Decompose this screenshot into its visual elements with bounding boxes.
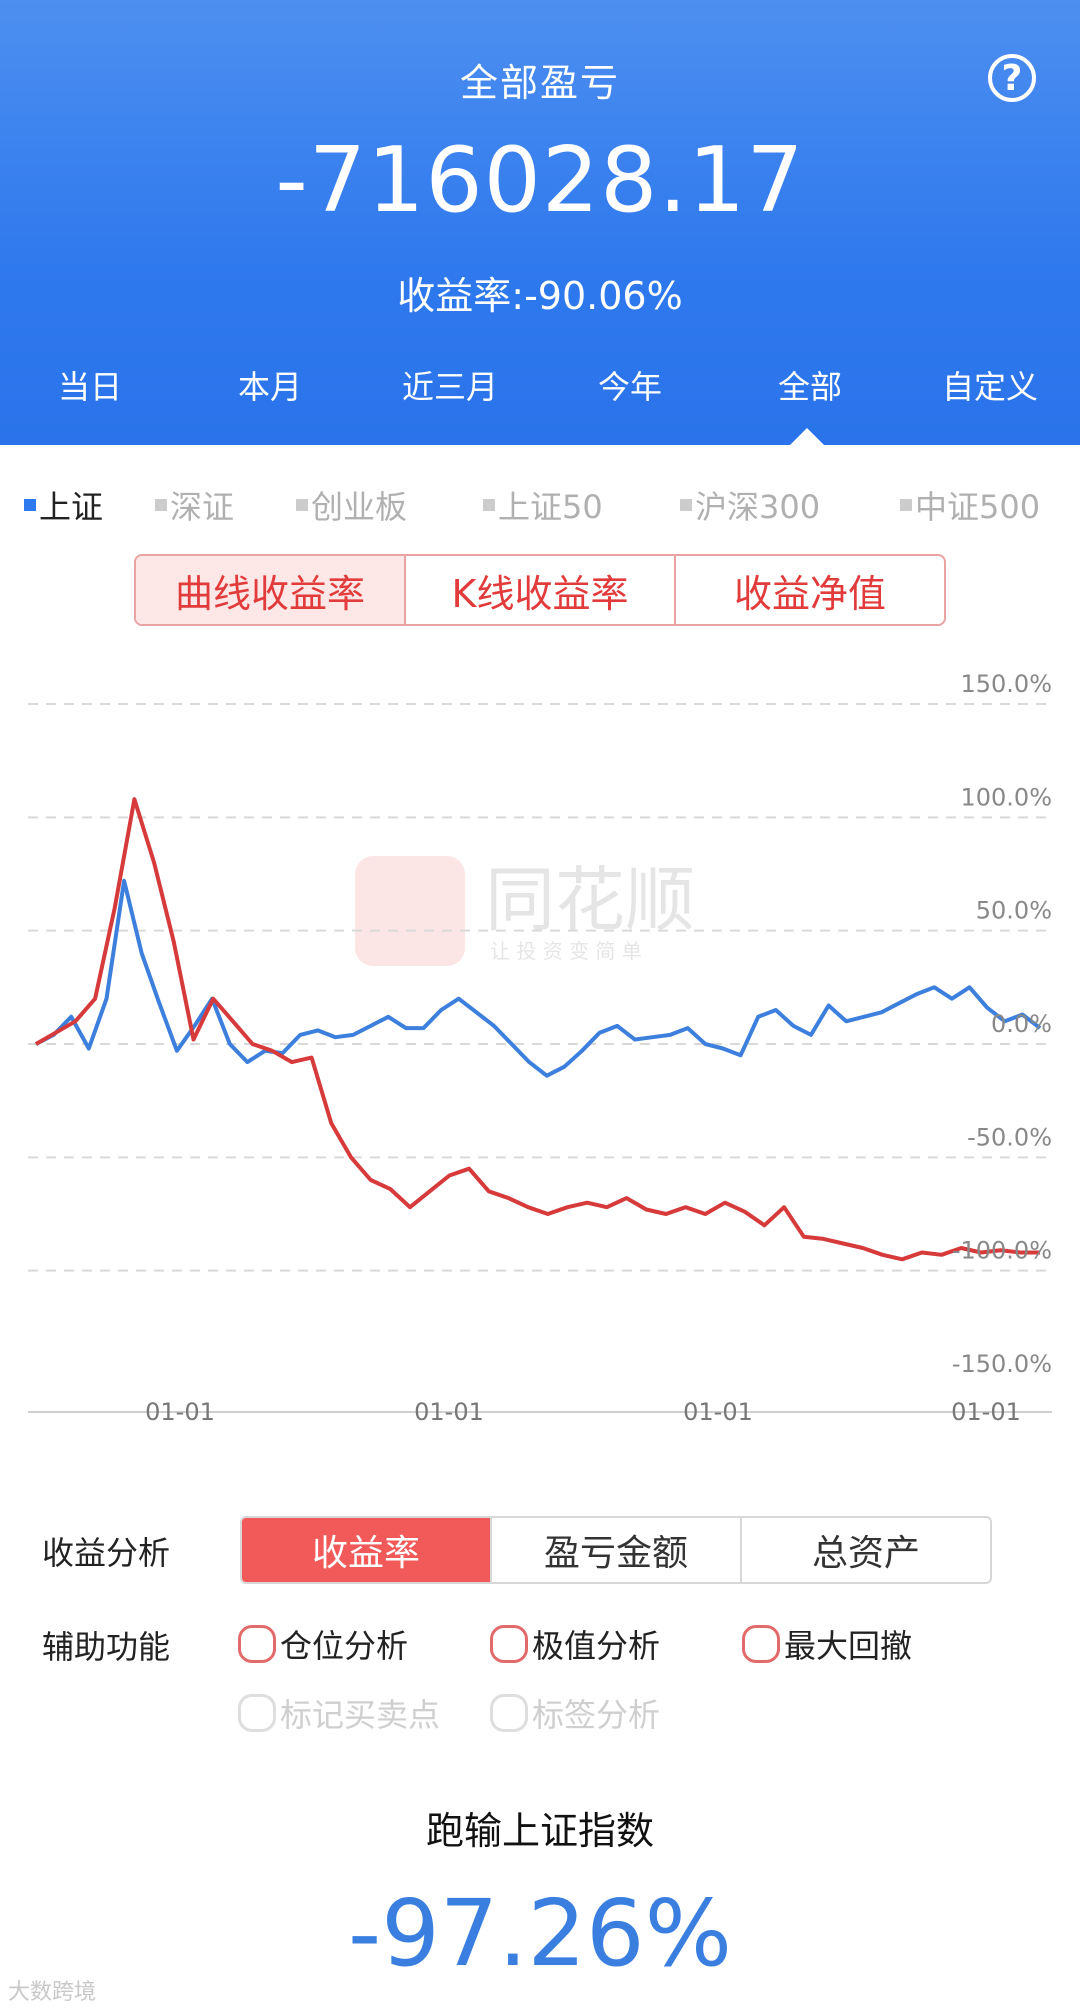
legend-square-icon [680, 499, 692, 511]
tab-profit-amount[interactable]: 盈亏金额 [490, 1518, 740, 1582]
benchmark-index-selector: 上证 深证 创业板 上证50 沪深300 中证500 [0, 482, 1080, 532]
x-tick-label: 01-01 [683, 1398, 753, 1426]
tab-today[interactable]: 当日 [57, 368, 122, 406]
y-tick-label: 150.0% [960, 670, 1052, 698]
help-icon[interactable]: ? [988, 54, 1036, 102]
legend-square-icon [483, 499, 495, 511]
tab-all[interactable]: 全部 [777, 368, 842, 406]
y-tick-label: 100.0% [960, 783, 1052, 811]
mark-trade-points-checkbox: 标记买卖点 [238, 1690, 440, 1736]
checkbox-icon [490, 1625, 528, 1663]
index-shenzhen[interactable]: 深证 [155, 482, 234, 528]
total-profit-amount: -716028.17 [275, 128, 805, 233]
extreme-value-checkbox[interactable]: 极值分析 [490, 1621, 660, 1667]
legend-square-icon [24, 499, 36, 511]
chart-type-tabs: 曲线收益率 K线收益率 收益净值 [134, 554, 946, 626]
profit-rate: 收益率:-90.06% [397, 274, 683, 318]
return-curve-chart[interactable]: 150.0% 100.0% 50.0% 0.0% -50.0% -100.0% -150.0… [0, 640, 1080, 1440]
tab-kline-return[interactable]: K线收益率 [404, 556, 674, 624]
analysis-tabs: 收益率 盈亏金额 总资产 [240, 1516, 992, 1584]
portfolio-series-line [35, 797, 1040, 1262]
y-tick-label: 0.0% [991, 1010, 1052, 1038]
checkbox-icon [490, 1694, 528, 1732]
y-tick-label: 50.0% [976, 897, 1052, 925]
tab-this-year[interactable]: 今年 [597, 368, 662, 406]
max-drawdown-checkbox[interactable]: 最大回撤 [742, 1621, 912, 1667]
watermark-subtext: 让 投 资 变 简 单 [490, 939, 642, 963]
checkbox-icon [238, 1694, 276, 1732]
x-tick-label: 01-01 [145, 1398, 215, 1426]
checkbox-icon [742, 1625, 780, 1663]
page-title: 全部盈亏 [459, 61, 620, 105]
active-tab-indicator [790, 428, 824, 445]
tab-return-rate[interactable]: 收益率 [242, 1518, 490, 1582]
summary-header: 全部盈亏 ? -716028.17 收益率:-90.06% 当日 本月 近三月 … [0, 0, 1080, 445]
tab-curve-return[interactable]: 曲线收益率 [136, 556, 404, 624]
index-csi300[interactable]: 沪深300 [680, 482, 820, 528]
index-csi500[interactable]: 中证500 [900, 482, 1040, 528]
watermark-logo: 同花顺 让 投 资 变 简 单 [355, 856, 725, 970]
position-analysis-checkbox[interactable]: 仓位分析 [238, 1621, 408, 1667]
x-tick-label: 01-01 [951, 1398, 1021, 1426]
tab-net-value[interactable]: 收益净值 [674, 556, 944, 624]
y-tick-label: -150.0% [952, 1350, 1052, 1378]
tab-three-months[interactable]: 近三月 [401, 368, 498, 406]
corner-logo-text: 大数跨境 [8, 1980, 97, 2005]
tab-custom[interactable]: 自定义 [941, 368, 1038, 406]
period-tabs: 当日 本月 近三月 今年 全部 自定义 [0, 362, 1080, 408]
watermark-text: 同花顺 [485, 859, 695, 941]
tag-analysis-checkbox: 标签分析 [490, 1690, 660, 1736]
index-shanghai[interactable]: 上证 [24, 482, 103, 528]
index-sse50[interactable]: 上证50 [483, 482, 603, 528]
corner-logo: 大数跨境 [8, 1974, 96, 2006]
legend-square-icon [296, 499, 308, 511]
legend-square-icon [900, 499, 912, 511]
analysis-label: 收益分析 [42, 1534, 171, 1572]
checkbox-icon [238, 1625, 276, 1663]
x-tick-label: 01-01 [414, 1398, 484, 1426]
y-tick-label: -100.0% [952, 1237, 1052, 1265]
tab-total-assets[interactable]: 总资产 [740, 1518, 990, 1582]
legend-square-icon [155, 499, 167, 511]
benchmark-series-line [35, 878, 1042, 1078]
benchmark-result-label: 跑输上证指数 [425, 1809, 654, 1853]
auxiliary-label: 辅助功能 [42, 1628, 171, 1666]
index-chinext[interactable]: 创业板 [296, 482, 407, 528]
benchmark-result-value: -97.26% [348, 1880, 732, 1987]
y-tick-label: -50.0% [967, 1123, 1052, 1151]
tab-this-month[interactable]: 本月 [237, 368, 302, 406]
